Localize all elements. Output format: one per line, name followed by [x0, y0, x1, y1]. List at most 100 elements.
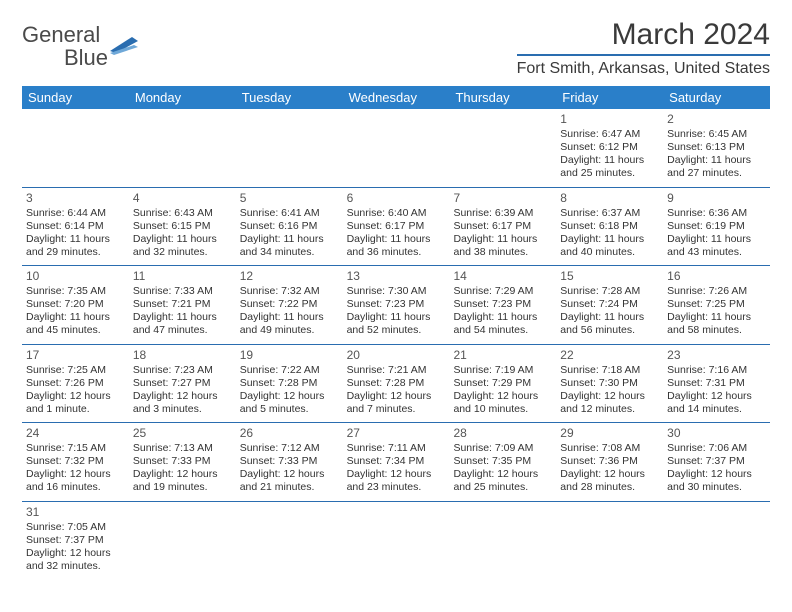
day-info-line: Daylight: 11 hours and 32 minutes.	[133, 233, 231, 259]
title-divider	[517, 54, 770, 56]
week-row: 31Sunrise: 7:05 AMSunset: 7:37 PMDayligh…	[22, 501, 770, 580]
day-cell: 14Sunrise: 7:29 AMSunset: 7:23 PMDayligh…	[449, 266, 556, 344]
day-number: 10	[26, 269, 124, 284]
day-info-line: Daylight: 11 hours and 45 minutes.	[26, 311, 124, 337]
day-info-line: Daylight: 12 hours and 25 minutes.	[453, 468, 551, 494]
day-number: 2	[667, 112, 765, 127]
day-cell: 22Sunrise: 7:18 AMSunset: 7:30 PMDayligh…	[556, 345, 663, 423]
day-info-line: Sunrise: 6:37 AM	[560, 207, 658, 220]
day-info-line: Sunrise: 7:19 AM	[453, 364, 551, 377]
day-cell: 16Sunrise: 7:26 AMSunset: 7:25 PMDayligh…	[663, 266, 770, 344]
day-number: 16	[667, 269, 765, 284]
day-cell: 9Sunrise: 6:36 AMSunset: 6:19 PMDaylight…	[663, 188, 770, 266]
day-info-line: Sunrise: 7:16 AM	[667, 364, 765, 377]
day-info-line: Sunrise: 7:35 AM	[26, 285, 124, 298]
day-info-line: Daylight: 11 hours and 38 minutes.	[453, 233, 551, 259]
day-info-line: Daylight: 12 hours and 3 minutes.	[133, 390, 231, 416]
day-info-line: Sunset: 6:15 PM	[133, 220, 231, 233]
day-info-line: Daylight: 12 hours and 21 minutes.	[240, 468, 338, 494]
day-cell: 10Sunrise: 7:35 AMSunset: 7:20 PMDayligh…	[22, 266, 129, 344]
day-number: 7	[453, 191, 551, 206]
day-info-line: Sunrise: 6:44 AM	[26, 207, 124, 220]
day-header: Tuesday	[236, 86, 343, 109]
day-cell: 4Sunrise: 6:43 AMSunset: 6:15 PMDaylight…	[129, 188, 236, 266]
day-cell: 13Sunrise: 7:30 AMSunset: 7:23 PMDayligh…	[343, 266, 450, 344]
calendar-page: General Blue March 2024 Fort Smith, Arka…	[0, 0, 792, 597]
day-cell: 18Sunrise: 7:23 AMSunset: 7:27 PMDayligh…	[129, 345, 236, 423]
day-header: Monday	[129, 86, 236, 109]
day-info-line: Sunrise: 6:36 AM	[667, 207, 765, 220]
day-number: 21	[453, 348, 551, 363]
location: Fort Smith, Arkansas, United States	[517, 60, 770, 78]
day-info-line: Daylight: 12 hours and 16 minutes.	[26, 468, 124, 494]
day-info-line: Daylight: 12 hours and 19 minutes.	[133, 468, 231, 494]
day-info-line: Sunrise: 7:21 AM	[347, 364, 445, 377]
day-info-line: Sunset: 7:23 PM	[347, 298, 445, 311]
day-info-line: Daylight: 11 hours and 40 minutes.	[560, 233, 658, 259]
day-number: 27	[347, 426, 445, 441]
header: General Blue March 2024 Fort Smith, Arka…	[22, 18, 770, 78]
day-info-line: Daylight: 11 hours and 25 minutes.	[560, 154, 658, 180]
day-info-line: Sunrise: 7:12 AM	[240, 442, 338, 455]
day-number: 12	[240, 269, 338, 284]
day-info-line: Sunset: 7:37 PM	[667, 455, 765, 468]
day-info-line: Daylight: 11 hours and 29 minutes.	[26, 233, 124, 259]
day-cell	[663, 502, 770, 580]
day-number: 11	[133, 269, 231, 284]
day-info-line: Sunset: 7:35 PM	[453, 455, 551, 468]
day-header: Saturday	[663, 86, 770, 109]
day-number: 24	[26, 426, 124, 441]
logo-text: General Blue	[22, 24, 108, 70]
calendar: SundayMondayTuesdayWednesdayThursdayFrid…	[22, 86, 770, 579]
day-cell	[449, 502, 556, 580]
day-info-line: Sunset: 7:25 PM	[667, 298, 765, 311]
day-cell	[236, 109, 343, 187]
day-cell: 23Sunrise: 7:16 AMSunset: 7:31 PMDayligh…	[663, 345, 770, 423]
day-info-line: Sunrise: 7:28 AM	[560, 285, 658, 298]
title-block: March 2024 Fort Smith, Arkansas, United …	[517, 18, 770, 78]
day-number: 6	[347, 191, 445, 206]
day-info-line: Sunset: 7:30 PM	[560, 377, 658, 390]
logo: General Blue	[22, 24, 138, 70]
day-info-line: Daylight: 11 hours and 27 minutes.	[667, 154, 765, 180]
day-number: 5	[240, 191, 338, 206]
day-cell: 17Sunrise: 7:25 AMSunset: 7:26 PMDayligh…	[22, 345, 129, 423]
day-cell: 26Sunrise: 7:12 AMSunset: 7:33 PMDayligh…	[236, 423, 343, 501]
week-row: 17Sunrise: 7:25 AMSunset: 7:26 PMDayligh…	[22, 344, 770, 423]
day-info-line: Sunset: 6:18 PM	[560, 220, 658, 233]
day-info-line: Sunset: 7:26 PM	[26, 377, 124, 390]
day-number: 18	[133, 348, 231, 363]
day-info-line: Sunset: 7:28 PM	[240, 377, 338, 390]
day-cell: 11Sunrise: 7:33 AMSunset: 7:21 PMDayligh…	[129, 266, 236, 344]
day-cell	[343, 502, 450, 580]
day-cell: 3Sunrise: 6:44 AMSunset: 6:14 PMDaylight…	[22, 188, 129, 266]
day-info-line: Daylight: 11 hours and 56 minutes.	[560, 311, 658, 337]
day-number: 17	[26, 348, 124, 363]
day-info-line: Sunrise: 6:43 AM	[133, 207, 231, 220]
day-number: 22	[560, 348, 658, 363]
day-info-line: Sunrise: 7:18 AM	[560, 364, 658, 377]
day-info-line: Daylight: 12 hours and 14 minutes.	[667, 390, 765, 416]
day-number: 9	[667, 191, 765, 206]
day-cell: 2Sunrise: 6:45 AMSunset: 6:13 PMDaylight…	[663, 109, 770, 187]
day-number: 25	[133, 426, 231, 441]
day-info-line: Sunrise: 7:23 AM	[133, 364, 231, 377]
day-info-line: Sunset: 7:36 PM	[560, 455, 658, 468]
day-info-line: Daylight: 12 hours and 32 minutes.	[26, 547, 124, 573]
day-number: 15	[560, 269, 658, 284]
day-info-line: Daylight: 11 hours and 58 minutes.	[667, 311, 765, 337]
day-cell: 6Sunrise: 6:40 AMSunset: 6:17 PMDaylight…	[343, 188, 450, 266]
page-title: March 2024	[517, 18, 770, 52]
day-info-line: Sunrise: 6:39 AM	[453, 207, 551, 220]
day-info-line: Sunrise: 6:41 AM	[240, 207, 338, 220]
day-cell: 7Sunrise: 6:39 AMSunset: 6:17 PMDaylight…	[449, 188, 556, 266]
day-info-line: Sunrise: 7:13 AM	[133, 442, 231, 455]
day-header: Thursday	[449, 86, 556, 109]
day-number: 30	[667, 426, 765, 441]
week-row: 3Sunrise: 6:44 AMSunset: 6:14 PMDaylight…	[22, 187, 770, 266]
day-info-line: Daylight: 12 hours and 30 minutes.	[667, 468, 765, 494]
day-cell	[343, 109, 450, 187]
day-info-line: Sunset: 7:32 PM	[26, 455, 124, 468]
week-row: 1Sunrise: 6:47 AMSunset: 6:12 PMDaylight…	[22, 109, 770, 187]
day-cell	[22, 109, 129, 187]
